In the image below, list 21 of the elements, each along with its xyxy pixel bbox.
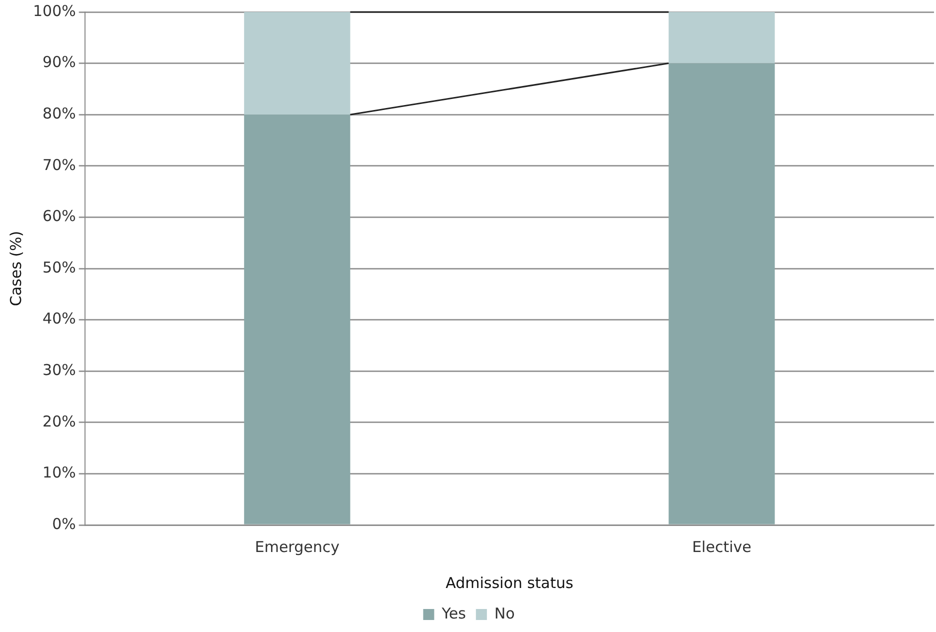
- y-tick-label: 50%: [42, 258, 76, 276]
- x-tick-label: Emergency: [254, 538, 340, 556]
- y-tick-label: 40%: [42, 310, 76, 328]
- y-axis-title: Cases (%): [6, 230, 25, 306]
- y-tick-label: 10%: [42, 464, 76, 482]
- legend-label: No: [494, 604, 515, 622]
- y-tick-label: 0%: [52, 514, 76, 533]
- y-tick-label: 90%: [42, 53, 76, 72]
- y-tick-label: 80%: [42, 104, 76, 122]
- bar: [244, 114, 350, 524]
- y-tick-label: 20%: [42, 412, 76, 430]
- y-tick-label: 30%: [42, 360, 76, 379]
- legend-label: Yes: [440, 604, 466, 622]
- y-tick-label: 100%: [32, 2, 76, 20]
- y-tick-label: 70%: [42, 156, 76, 174]
- bar: [668, 63, 775, 524]
- y-tick-label: 60%: [42, 207, 76, 226]
- bar: [244, 12, 350, 115]
- x-axis-title: Admission status: [446, 574, 574, 592]
- bar: [668, 12, 775, 64]
- x-tick-label: Elective: [692, 538, 752, 556]
